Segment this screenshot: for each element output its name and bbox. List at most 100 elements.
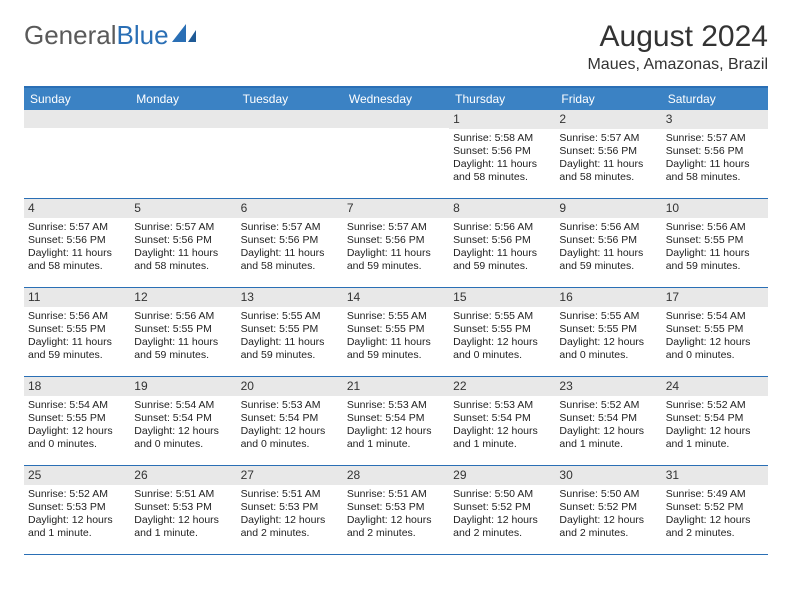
day-info-line: Sunrise: 5:52 AM — [559, 399, 657, 412]
day-info-line: Sunrise: 5:56 AM — [134, 310, 232, 323]
day-info-line: Sunrise: 5:56 AM — [28, 310, 126, 323]
day-cell: 12Sunrise: 5:56 AMSunset: 5:55 PMDayligh… — [130, 288, 236, 376]
day-info-line: Sunrise: 5:53 AM — [241, 399, 339, 412]
day-number: 24 — [662, 377, 768, 396]
day-info-line: Daylight: 11 hours and 59 minutes. — [559, 247, 657, 273]
day-number: 22 — [449, 377, 555, 396]
day-info-line: Daylight: 11 hours and 59 minutes. — [347, 336, 445, 362]
day-info-line: Sunset: 5:55 PM — [241, 323, 339, 336]
day-info-line: Sunset: 5:53 PM — [347, 501, 445, 514]
day-info-line: Daylight: 12 hours and 1 minute. — [134, 514, 232, 540]
day-number: 17 — [662, 288, 768, 307]
day-info-line: Sunset: 5:56 PM — [241, 234, 339, 247]
day-number: 18 — [24, 377, 130, 396]
day-info-line: Sunset: 5:54 PM — [559, 412, 657, 425]
day-info-line: Sunrise: 5:57 AM — [134, 221, 232, 234]
day-info-line: Daylight: 11 hours and 58 minutes. — [453, 158, 551, 184]
day-cell: 10Sunrise: 5:56 AMSunset: 5:55 PMDayligh… — [662, 199, 768, 287]
day-info-line: Daylight: 11 hours and 58 minutes. — [241, 247, 339, 273]
day-info-line: Sunrise: 5:53 AM — [347, 399, 445, 412]
weekday-header: Saturday — [662, 88, 768, 110]
day-info-line: Sunrise: 5:50 AM — [453, 488, 551, 501]
day-info-line: Sunrise: 5:51 AM — [347, 488, 445, 501]
day-cell: 7Sunrise: 5:57 AMSunset: 5:56 PMDaylight… — [343, 199, 449, 287]
day-info-line: Sunset: 5:52 PM — [559, 501, 657, 514]
day-cell: 11Sunrise: 5:56 AMSunset: 5:55 PMDayligh… — [24, 288, 130, 376]
weekday-header: Sunday — [24, 88, 130, 110]
day-number: 31 — [662, 466, 768, 485]
day-info-line: Sunset: 5:53 PM — [134, 501, 232, 514]
day-cell — [130, 110, 236, 198]
day-info-line: Daylight: 11 hours and 58 minutes. — [666, 158, 764, 184]
day-number: 7 — [343, 199, 449, 218]
weeks-container: 1Sunrise: 5:58 AMSunset: 5:56 PMDaylight… — [24, 110, 768, 555]
day-info-line: Daylight: 11 hours and 59 minutes. — [666, 247, 764, 273]
day-info-line: Sunrise: 5:54 AM — [134, 399, 232, 412]
day-info-line: Sunrise: 5:57 AM — [28, 221, 126, 234]
day-info-line: Daylight: 12 hours and 0 minutes. — [241, 425, 339, 451]
day-info-line: Sunset: 5:56 PM — [453, 145, 551, 158]
day-info-line: Daylight: 12 hours and 0 minutes. — [453, 336, 551, 362]
day-info-line: Daylight: 11 hours and 58 minutes. — [134, 247, 232, 273]
day-info-line: Sunset: 5:52 PM — [453, 501, 551, 514]
day-info-line: Daylight: 11 hours and 58 minutes. — [559, 158, 657, 184]
day-cell — [24, 110, 130, 198]
day-info-line: Sunrise: 5:53 AM — [453, 399, 551, 412]
day-info-line: Sunset: 5:55 PM — [347, 323, 445, 336]
day-info-line: Daylight: 12 hours and 2 minutes. — [347, 514, 445, 540]
day-info-line: Daylight: 12 hours and 1 minute. — [666, 425, 764, 451]
day-info-line: Daylight: 12 hours and 0 minutes. — [28, 425, 126, 451]
day-number — [24, 110, 130, 128]
day-info-line: Sunset: 5:56 PM — [559, 234, 657, 247]
day-info-line: Daylight: 12 hours and 2 minutes. — [453, 514, 551, 540]
day-info-line: Daylight: 11 hours and 59 minutes. — [134, 336, 232, 362]
day-info-line: Daylight: 12 hours and 1 minute. — [559, 425, 657, 451]
day-info-line: Sunrise: 5:55 AM — [241, 310, 339, 323]
day-cell: 18Sunrise: 5:54 AMSunset: 5:55 PMDayligh… — [24, 377, 130, 465]
day-info-line: Sunset: 5:56 PM — [347, 234, 445, 247]
day-number: 13 — [237, 288, 343, 307]
day-info-line: Sunrise: 5:54 AM — [666, 310, 764, 323]
day-info-line: Daylight: 12 hours and 1 minute. — [28, 514, 126, 540]
day-number: 2 — [555, 110, 661, 129]
day-info-line: Sunrise: 5:57 AM — [241, 221, 339, 234]
day-info-line: Sunset: 5:56 PM — [28, 234, 126, 247]
week-row: 11Sunrise: 5:56 AMSunset: 5:55 PMDayligh… — [24, 288, 768, 377]
day-info-line: Sunrise: 5:56 AM — [453, 221, 551, 234]
day-number — [130, 110, 236, 128]
logo-sail-icon — [172, 20, 198, 51]
day-info-line: Sunset: 5:54 PM — [134, 412, 232, 425]
day-info-line: Daylight: 12 hours and 0 minutes. — [559, 336, 657, 362]
day-info-line: Daylight: 11 hours and 58 minutes. — [28, 247, 126, 273]
day-cell: 5Sunrise: 5:57 AMSunset: 5:56 PMDaylight… — [130, 199, 236, 287]
day-number: 10 — [662, 199, 768, 218]
calendar-page: GeneralBlue August 2024 Maues, Amazonas,… — [0, 0, 792, 565]
day-info-line: Daylight: 12 hours and 2 minutes. — [241, 514, 339, 540]
day-info-line: Sunrise: 5:57 AM — [666, 132, 764, 145]
day-info-line: Sunset: 5:54 PM — [241, 412, 339, 425]
day-number: 8 — [449, 199, 555, 218]
day-number: 19 — [130, 377, 236, 396]
day-number: 29 — [449, 466, 555, 485]
location-text: Maues, Amazonas, Brazil — [587, 56, 768, 74]
day-info-line: Daylight: 11 hours and 59 minutes. — [453, 247, 551, 273]
day-number: 30 — [555, 466, 661, 485]
day-info-line: Sunrise: 5:57 AM — [347, 221, 445, 234]
week-row: 4Sunrise: 5:57 AMSunset: 5:56 PMDaylight… — [24, 199, 768, 288]
day-info-line: Sunrise: 5:50 AM — [559, 488, 657, 501]
day-info-line: Sunrise: 5:55 AM — [347, 310, 445, 323]
day-number: 16 — [555, 288, 661, 307]
day-info-line: Sunrise: 5:56 AM — [559, 221, 657, 234]
day-cell: 23Sunrise: 5:52 AMSunset: 5:54 PMDayligh… — [555, 377, 661, 465]
day-cell: 9Sunrise: 5:56 AMSunset: 5:56 PMDaylight… — [555, 199, 661, 287]
day-cell: 24Sunrise: 5:52 AMSunset: 5:54 PMDayligh… — [662, 377, 768, 465]
day-cell: 29 Sunrise: 5:50 AMSunset: 5:52 PMDayligh… — [449, 466, 555, 554]
day-info-line: Sunset: 5:55 PM — [666, 323, 764, 336]
day-info-line: Daylight: 12 hours and 1 minute. — [347, 425, 445, 451]
day-cell: 26Sunrise: 5:51 AMSunset: 5:53 PMDayligh… — [130, 466, 236, 554]
day-cell: 27Sunrise: 5:51 AMSunset: 5:53 PMDayligh… — [237, 466, 343, 554]
day-info-line: Sunset: 5:54 PM — [347, 412, 445, 425]
day-cell: 16Sunrise: 5:55 AMSunset: 5:55 PMDayligh… — [555, 288, 661, 376]
day-info-line: Daylight: 12 hours and 0 minutes. — [666, 336, 764, 362]
weekday-header: Friday — [555, 88, 661, 110]
